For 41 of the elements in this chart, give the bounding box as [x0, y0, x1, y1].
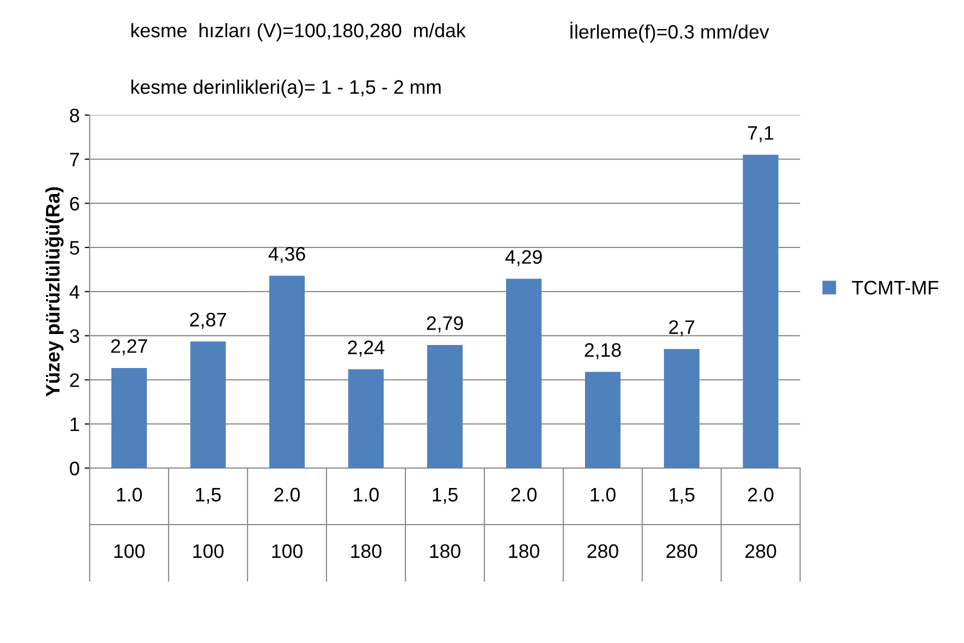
data-label: 2,7	[669, 320, 694, 336]
category-label: 1.0 100	[114, 488, 145, 558]
category-label: 1,5 180	[430, 488, 460, 558]
chart-subtitle: kesme derinlikleri(a)= 1 - 1,5 - 2 mm	[131, 80, 441, 98]
bar	[269, 276, 305, 468]
data-label: 7,1	[748, 126, 774, 142]
category-label: 1,5 100	[193, 488, 224, 558]
y-tick-label: 4	[70, 285, 80, 299]
y-tick-label: 1	[70, 418, 79, 432]
y-tick-label: 7	[70, 152, 79, 166]
chart-title: kesme hızları (V)=100,180,280 m/dak	[131, 23, 466, 42]
bar	[585, 372, 621, 468]
data-label: 4,36	[268, 246, 306, 264]
bar	[427, 344, 463, 468]
data-label: 4,29	[505, 250, 542, 266]
y-tick-label: 0	[70, 462, 80, 476]
bar	[190, 341, 226, 468]
category-label: 2.0 280	[745, 488, 776, 558]
y-tick-label: 5	[70, 241, 80, 255]
bar	[742, 154, 778, 468]
category-label: 2.0 180	[509, 488, 540, 558]
y-tick-label: 2	[70, 373, 79, 387]
data-label: 2,24	[348, 340, 384, 357]
data-label: 2,79	[426, 316, 463, 332]
category-label: 1,5 280	[666, 488, 698, 558]
bar	[111, 368, 147, 468]
data-label: 2,87	[190, 312, 226, 329]
bar	[348, 369, 384, 468]
y-tick-label: 6	[70, 196, 80, 211]
bar	[506, 278, 542, 468]
category-label: 1.0 180	[351, 488, 382, 558]
y-tick-label: 8	[70, 108, 80, 122]
data-label: 2,27	[111, 339, 148, 356]
y-tick-label: 3	[70, 329, 80, 343]
text: İlerleme(f)=0.3 mm/dev	[570, 22, 770, 43]
data-label: 2,18	[584, 343, 621, 360]
bar	[664, 348, 700, 468]
category-label: 1.0 280	[588, 488, 618, 558]
category-label: 2.0 100	[272, 488, 302, 558]
y-axis-title: Yüzey pürüzlülüğü(Ra)	[45, 187, 64, 397]
legend-label: TCMT-MF	[852, 280, 938, 295]
